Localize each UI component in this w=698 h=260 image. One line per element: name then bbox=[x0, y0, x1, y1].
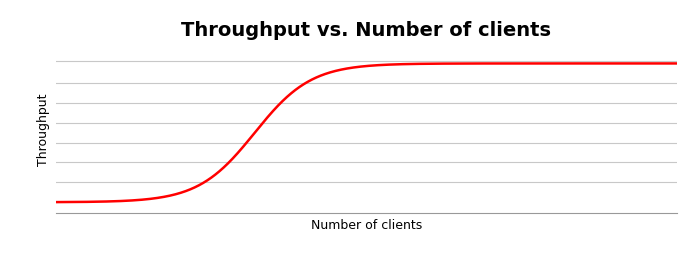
Y-axis label: Throughput: Throughput bbox=[37, 94, 50, 166]
X-axis label: Number of clients: Number of clients bbox=[311, 219, 422, 232]
Title: Throughput vs. Number of clients: Throughput vs. Number of clients bbox=[181, 21, 551, 40]
